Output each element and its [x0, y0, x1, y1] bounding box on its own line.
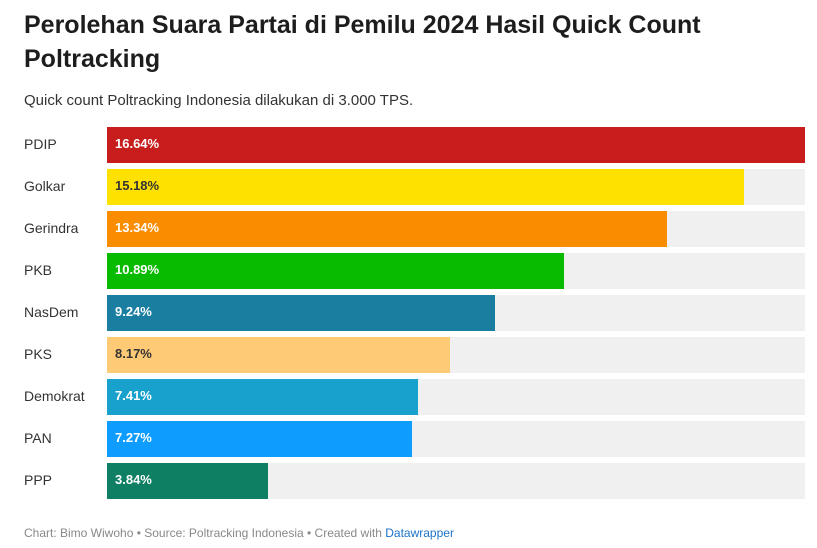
bar-row: Gerindra 13.34%	[0, 211, 817, 247]
value-label: 15.18%	[115, 178, 160, 193]
bar	[107, 421, 412, 457]
value-label: 3.84%	[115, 472, 152, 487]
bar	[107, 127, 805, 163]
category-label: NasDem	[24, 304, 79, 320]
category-label: Gerindra	[24, 220, 79, 236]
category-label: PKB	[24, 262, 53, 278]
chart-subtitle: Quick count Poltracking Indonesia dilaku…	[24, 92, 414, 109]
category-label: PPP	[24, 472, 53, 488]
bar	[107, 337, 450, 373]
value-label: 9.24%	[115, 304, 152, 319]
bar-track: 8.17%	[107, 337, 805, 373]
bar-track: 7.41%	[107, 379, 805, 415]
category-label: PDIP	[24, 136, 57, 152]
category-label: PAN	[24, 430, 52, 446]
bar-row: PKB 10.89%	[0, 253, 817, 289]
bar-track: 10.89%	[107, 253, 805, 289]
datawrapper-link[interactable]: Datawrapper	[385, 526, 454, 540]
bar	[107, 463, 269, 499]
bar	[107, 169, 744, 205]
chart-footer: Chart: Bimo Wiwoho • Source: Poltracking…	[24, 526, 454, 540]
bar-track: 9.24%	[107, 295, 805, 331]
bar-row: Golkar 15.18%	[0, 169, 817, 205]
category-label: Golkar	[24, 178, 66, 194]
bar-track: 16.64%	[107, 127, 805, 163]
value-label: 8.17%	[115, 346, 152, 361]
chart-title: Perolehan Suara Partai di Pemilu 2024 Ha…	[24, 11, 701, 73]
bar-track: 15.18%	[107, 169, 805, 205]
footer-credits: Chart: Bimo Wiwoho • Source: Poltracking…	[24, 526, 386, 540]
bar-track: 7.27%	[107, 421, 805, 457]
value-label: 16.64%	[115, 136, 160, 151]
value-label: 10.89%	[115, 262, 160, 277]
category-label: Demokrat	[24, 388, 85, 404]
category-label: PKS	[24, 346, 53, 362]
bar-row: PKS 8.17%	[0, 337, 817, 373]
bar-row: NasDem 9.24%	[0, 295, 817, 331]
bar	[107, 211, 667, 247]
bar-track: 3.84%	[107, 463, 805, 499]
bar-chart: PDIP 16.64% Golkar 15.18% Gerindra 13.34% PKB 1…	[0, 127, 817, 499]
bar-row: PPP 3.84%	[0, 463, 817, 499]
bar-row: PAN 7.27%	[0, 421, 817, 457]
value-label: 13.34%	[115, 220, 160, 235]
value-label: 7.41%	[115, 388, 152, 403]
bar	[107, 295, 495, 331]
bar-row: Demokrat 7.41%	[0, 379, 817, 415]
bar	[107, 253, 564, 289]
value-label: 7.27%	[115, 430, 152, 445]
bar	[107, 379, 418, 415]
bar-row: PDIP 16.64%	[0, 127, 817, 163]
bar-track: 13.34%	[107, 211, 805, 247]
